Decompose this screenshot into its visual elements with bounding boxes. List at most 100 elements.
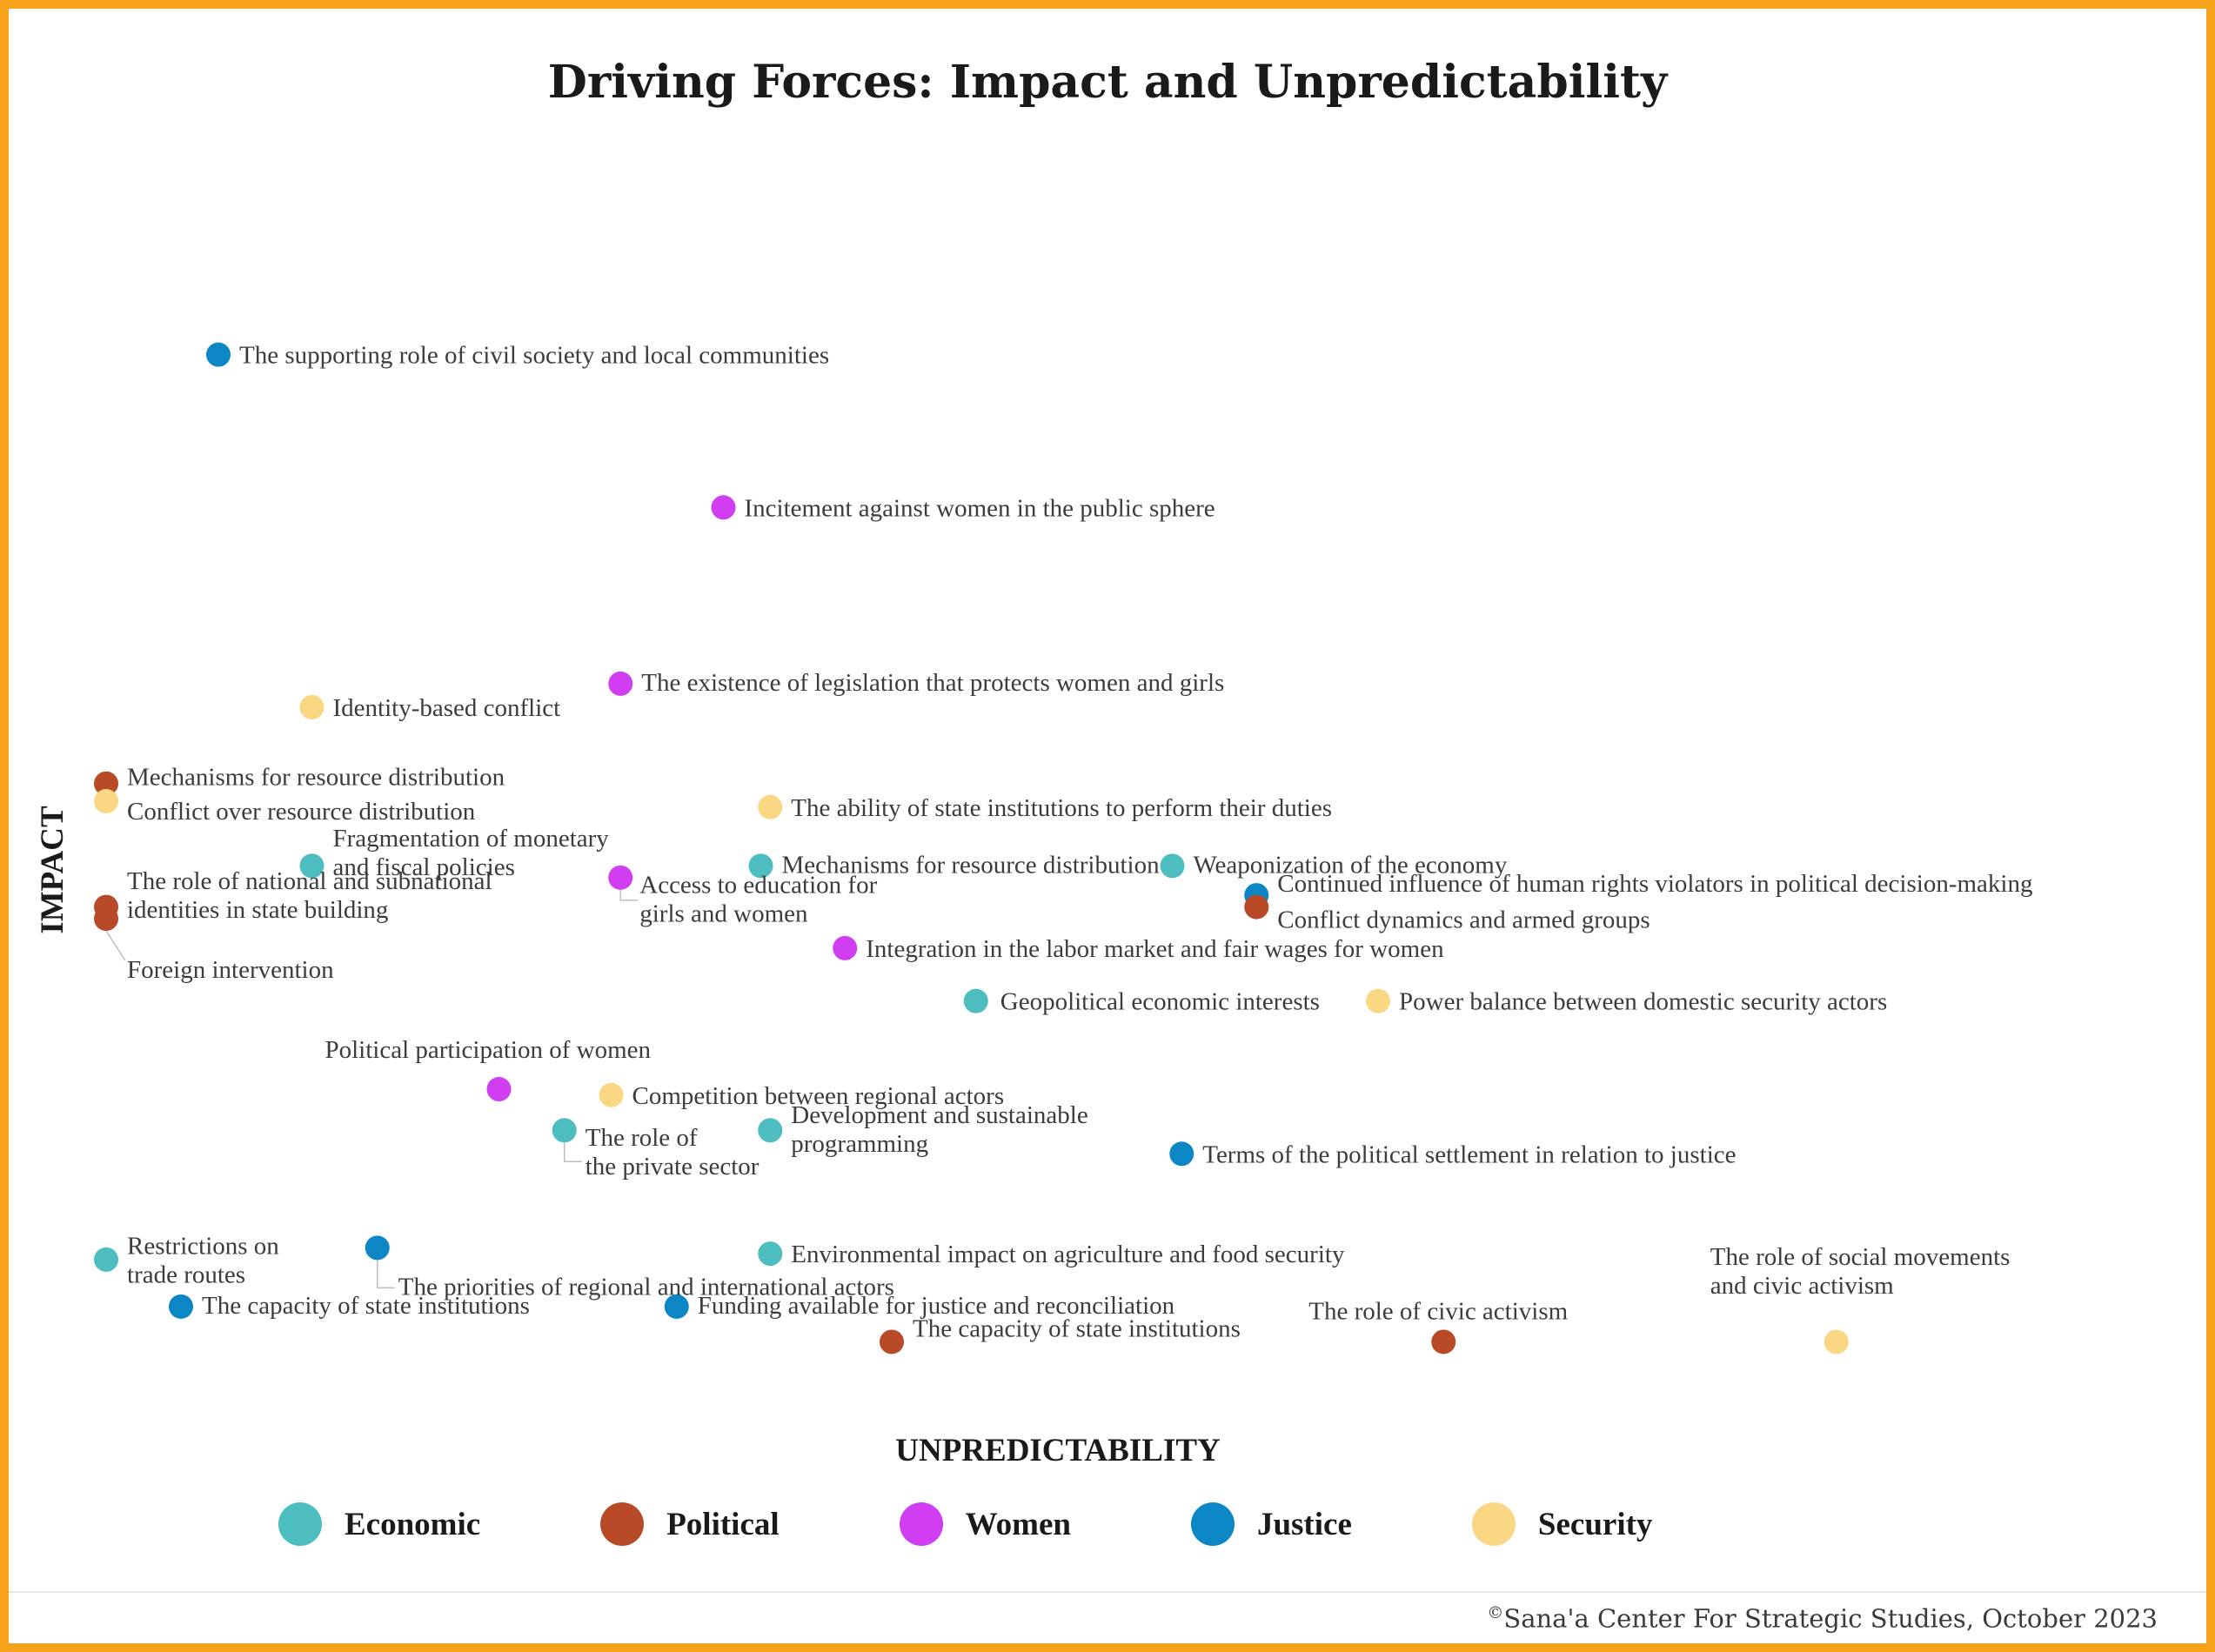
point-label-line: Conflict over resource distribution (127, 798, 476, 826)
point-label: Funding available for justice and reconc… (698, 1292, 1175, 1320)
data-point-economic (94, 1247, 118, 1272)
point-label: Mechanisms for resource distribution (127, 764, 505, 792)
leader-lines (105, 889, 639, 1289)
point-label-line: The supporting role of civil society and… (239, 342, 829, 370)
point-label-line: programming (791, 1130, 928, 1158)
point-label-line: trade routes (127, 1261, 245, 1288)
point-label-line: Access to education for (639, 871, 877, 899)
point-label: Continued influence of human rights viol… (1277, 870, 2032, 898)
point-label: Restrictions on trade routes (127, 1232, 279, 1288)
point-label-line: The capacity of state institutions (913, 1314, 1241, 1342)
data-point-security (1366, 988, 1390, 1013)
point-label-line: Continued influence of human rights viol… (1277, 870, 2032, 898)
point-label: Mechanisms for resource distribution (782, 851, 1161, 879)
leader-line (619, 889, 639, 901)
legend-swatch-security (1471, 1502, 1516, 1546)
legend-swatch-political (600, 1502, 645, 1546)
data-point-security (1824, 1329, 1849, 1354)
point-label-line: Incitement against women in the public s… (745, 494, 1215, 522)
point-label-line: the private sector (586, 1153, 760, 1180)
point-label: Access to education for girls and women (639, 871, 877, 927)
point-label: Incitement against women in the public s… (745, 494, 1215, 522)
point-label: Environmental impact on agriculture and … (791, 1241, 1345, 1268)
point-label-line: The existence of legislation that protec… (641, 669, 1224, 697)
data-point-justice (664, 1294, 689, 1319)
legend-item-political: Political (600, 1502, 780, 1546)
point-label: Conflict dynamics and armed groups (1277, 906, 1650, 934)
point-label: The role of social movements and civic ac… (1710, 1243, 2011, 1300)
data-point-women (608, 671, 633, 696)
point-label-line: Power balance between domestic security … (1399, 988, 1887, 1016)
data-point-economic (1160, 853, 1185, 879)
y-axis-title: IMPACT (35, 806, 70, 934)
point-label: The priorities of regional and internati… (398, 1273, 894, 1301)
point-label: The capacity of state institutions (913, 1314, 1241, 1342)
legend-item-justice: Justice (1190, 1502, 1352, 1546)
point-label-line: The role of (586, 1124, 698, 1152)
chart-title: Driving Forces: Impact and Unpredictabil… (547, 56, 1668, 109)
point-label: The capacity of state institutions (202, 1292, 530, 1320)
legend: Economic Political Women Justice Securit… (278, 1498, 1652, 1550)
data-point-security (599, 1082, 624, 1107)
point-label: The role of national and subnational iden… (127, 867, 492, 924)
data-points (94, 342, 1849, 1354)
point-label-line: The priorities of regional and internati… (398, 1273, 894, 1301)
data-point-economic (748, 853, 773, 879)
data-point-women (486, 1077, 512, 1102)
data-point-political (1431, 1329, 1456, 1354)
data-point-political (94, 906, 118, 932)
point-label-line: and civic activism (1710, 1272, 1894, 1300)
point-label: Geopolitical economic interests (1000, 988, 1320, 1016)
point-label: The ability of state institutions to per… (791, 794, 1332, 822)
point-label-line: Weaponization of the economy (1194, 851, 1508, 879)
point-label: The role of the private sector (586, 1124, 760, 1180)
point-label: Weaponization of the economy (1194, 851, 1508, 879)
point-label: Conflict over resource distribution (127, 798, 476, 826)
data-point-women (833, 935, 858, 960)
legend-swatch-economic (278, 1502, 322, 1546)
legend-item-women: Women (899, 1502, 1071, 1546)
data-point-women (608, 865, 633, 890)
leader-line (564, 1142, 582, 1163)
data-point-economic (758, 1118, 783, 1143)
point-label-line: Integration in the labor market and fair… (866, 935, 1444, 963)
point-label-line: Terms of the political settlement in rel… (1202, 1140, 1736, 1168)
point-label-line: Geopolitical economic interests (1000, 988, 1320, 1016)
legend-item-economic: Economic (278, 1502, 480, 1546)
point-label-line: girls and women (639, 900, 808, 927)
point-label-line: Competition between regional actors (632, 1082, 1005, 1110)
point-label-line: Foreign intervention (127, 956, 334, 984)
data-point-political (1244, 894, 1269, 920)
point-label: Identity-based conflict (333, 694, 561, 722)
point-label-line: Mechanisms for resource distribution (782, 851, 1161, 879)
data-point-security (94, 789, 118, 814)
data-point-justice (365, 1235, 390, 1261)
legend-label-women: Women (965, 1506, 1071, 1542)
point-label-line: The role of social movements (1710, 1243, 2011, 1271)
copyright-mark: © (1487, 1603, 1504, 1622)
legend-label-justice: Justice (1256, 1506, 1352, 1542)
footer-divider (9, 1591, 2206, 1593)
point-label-line: Fragmentation of monetary (333, 825, 610, 853)
data-point-justice (1169, 1141, 1194, 1167)
point-label-line: The role of civic activism (1308, 1297, 1568, 1325)
point-label-line: Funding available for justice and reconc… (698, 1292, 1175, 1320)
data-point-justice (169, 1294, 193, 1319)
point-label-line: identities in state building (127, 896, 388, 924)
point-label-line: The capacity of state institutions (202, 1292, 530, 1320)
point-label: Competition between regional actors (632, 1082, 1005, 1110)
legend-label-political: Political (666, 1506, 780, 1542)
point-label-line: Conflict dynamics and armed groups (1277, 906, 1650, 934)
data-point-economic (963, 988, 988, 1013)
data-point-political (880, 1329, 904, 1354)
data-point-economic (299, 853, 325, 879)
point-label: The existence of legislation that protec… (641, 669, 1224, 697)
leader-line (105, 930, 126, 961)
point-label-line: Environmental impact on agriculture and … (791, 1241, 1345, 1268)
data-point-women (711, 495, 736, 520)
point-label: Development and sustainable programming (791, 1101, 1087, 1158)
legend-swatch-justice (1190, 1502, 1235, 1546)
point-label-line: Identity-based conflict (333, 694, 561, 722)
